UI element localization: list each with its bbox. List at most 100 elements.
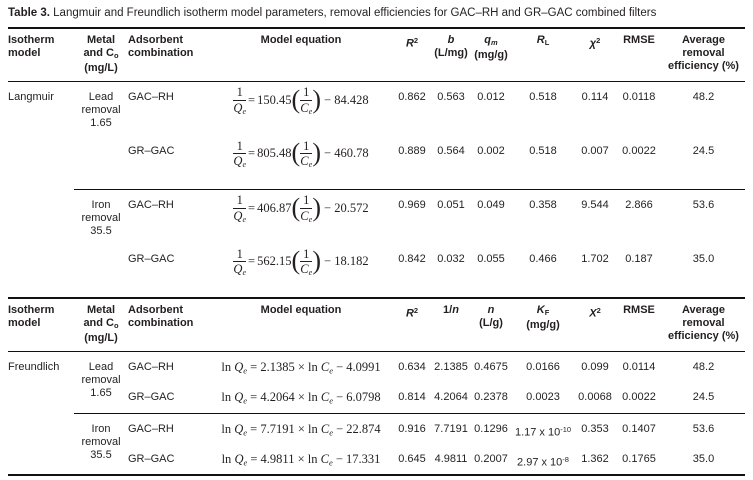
header-r-squared: R2 <box>392 298 432 352</box>
value-avg-removal: 24.5 <box>692 144 715 157</box>
section-label-freundlich: Freundlich <box>8 360 60 373</box>
freundlich-equation: ln Qe = 2.1385 × ln Ce − 4.0991 <box>221 359 381 376</box>
adsorbent-cell: GR–GAC <box>128 453 175 466</box>
value-n: 0.2007 <box>474 453 508 466</box>
value-rmse: 0.187 <box>625 252 653 265</box>
metal-group-lead: Lead removal 1.65 <box>81 91 121 130</box>
value-r2: 0.916 <box>392 412 432 445</box>
header-avg-removal-efficiency: Average removal efficiency (%) <box>662 28 745 83</box>
value-qm: 0.012 <box>477 91 505 104</box>
header-qm-mgg: qm (mg/g) <box>470 28 512 83</box>
header-isotherm-model: Isotherm model <box>8 28 74 83</box>
table-row: Iron removal 35.5 GAC–RH ln Qe = 7.7191 × … <box>8 412 745 476</box>
header-chi-squared: χ2 <box>574 28 616 83</box>
table-row: Iron removal 35.5 GAC–RH 1 Qe = 406.87(1 Ce) − … <box>8 189 745 298</box>
value-qm: 0.002 <box>477 144 505 157</box>
table-row: Freundlich Lead removal 1.65 GAC–RH ln Qe … <box>8 351 745 399</box>
metal-group-lead: Lead removal 1.65 <box>81 360 121 399</box>
header-x-squared: X2 <box>574 298 616 352</box>
close-paren: ) <box>312 246 322 276</box>
value-chi2: 0.007 <box>581 144 609 157</box>
value-x2: 1.362 <box>581 453 609 466</box>
adsorbent-cell: GR–GAC <box>128 391 175 404</box>
adsorbent-cell: GAC–RH <box>128 360 174 373</box>
value-avg-removal: 53.6 <box>662 189 745 244</box>
adsorbent-cell: GR–GAC <box>128 144 175 157</box>
value-n: 0.1296 <box>470 412 512 445</box>
value-x2: 0.353 <box>574 412 616 445</box>
value-chi2: 0.114 <box>581 91 609 104</box>
adsorbent-cell: GAC–RH <box>128 189 210 244</box>
value-n: 0.4675 <box>474 360 508 373</box>
value-r2: 0.862 <box>398 91 426 104</box>
langmuir-equation: 1 Qe = 406.87(1 Ce) − 20.572 <box>233 192 369 224</box>
table-row: GR–GAC ln Qe = 4.9811 × ln Ce − 17.331 0… <box>8 444 745 475</box>
langmuir-header-row: Isotherm model Metal and Co (mg/L) Adsorben… <box>8 28 745 83</box>
model-equation-cell: 1 Qe = 805.48(1 Ce) − 460.78 <box>210 136 392 190</box>
value-rmse: 0.0118 <box>622 91 656 104</box>
value-x2: 0.0068 <box>578 391 612 404</box>
langmuir-equation: 1 Qe = 805.48(1 Ce) − 460.78 <box>233 138 369 170</box>
adsorbent-cell: GAC–RH <box>128 91 174 104</box>
freundlich-equation: ln Qe = 7.7191 × ln Ce − 22.874 <box>210 412 392 445</box>
value-rmse: 0.1765 <box>622 453 656 466</box>
value-qm: 0.055 <box>477 252 505 265</box>
value-rl: 0.518 <box>529 144 557 157</box>
value-rl: 0.466 <box>529 252 557 265</box>
header-kf-mgg: KF (mg/g) <box>512 298 574 352</box>
table-row: Langmuir Lead removal 1.65 GAC–RH 1 Qe = 150.… <box>8 82 745 136</box>
fraction-1-over-qe: 1 Qe <box>233 138 246 170</box>
value-avg-removal: 24.5 <box>692 391 715 404</box>
langmuir-table: Isotherm model Metal and Co (mg/L) Adsorben… <box>8 27 745 299</box>
table-title: Table 3. Langmuir and Freundlich isother… <box>8 6 745 20</box>
section-label-langmuir: Langmuir <box>8 91 54 104</box>
freundlich-equation: ln Qe = 4.9811 × ln Ce − 17.331 <box>221 452 381 468</box>
value-avg-removal: 35.0 <box>692 453 715 466</box>
value-r2: 0.842 <box>398 252 426 265</box>
value-avg-removal: 35.0 <box>692 252 715 265</box>
open-paren: ( <box>291 138 301 168</box>
table-row: GR–GAC 1 Qe = 805.48(1 Ce) − 460.78 0.889 0.5… <box>8 136 745 190</box>
value-chi2: 1.702 <box>581 252 609 265</box>
header-adsorbent-combination: Adsorbent combination <box>128 298 210 352</box>
open-paren: ( <box>291 192 301 222</box>
value-rmse: 2.866 <box>616 189 662 244</box>
header-n-lg: n (L/g) <box>470 298 512 352</box>
header-metal-c0: Metal and Co (mg/L) <box>74 298 128 352</box>
value-b: 0.032 <box>437 252 465 265</box>
header-rmse: RMSE <box>616 298 662 352</box>
value-r2: 0.814 <box>398 391 426 404</box>
metal-group-iron: Iron removal 35.5 <box>74 412 128 476</box>
freundlich-table: Isotherm model Metal and Co (mg/L) Adsorben… <box>8 298 745 477</box>
fraction-1-over-ce: 1 Ce <box>300 193 313 224</box>
value-kf: 0.0023 <box>526 391 560 404</box>
value-r2: 0.634 <box>398 360 426 373</box>
value-n: 0.2378 <box>474 391 508 404</box>
value-rmse: 0.1407 <box>616 412 662 445</box>
value-kf: 0.0166 <box>526 360 560 373</box>
value-b: 0.051 <box>432 189 470 244</box>
value-x2: 0.099 <box>581 360 609 373</box>
value-avg-removal: 48.2 <box>692 360 715 373</box>
header-avg-removal-efficiency: Average removal efficiency (%) <box>662 298 745 352</box>
header-rl: RL <box>512 28 574 83</box>
value-chi2: 9.544 <box>574 189 616 244</box>
header-metal-c0: Metal and Co (mg/L) <box>74 28 128 83</box>
value-avg-removal: 53.6 <box>662 412 745 445</box>
freundlich-equation: ln Qe = 4.2064 × ln Ce − 6.0798 <box>221 390 381 406</box>
fraction-1-over-qe: 1 Qe <box>233 246 246 278</box>
value-rl: 0.518 <box>529 91 557 104</box>
value-r2: 0.969 <box>392 189 432 244</box>
header-model-equation: Model equation <box>210 28 392 83</box>
value-kf: 2.97 x 10-8 <box>517 455 569 469</box>
value-1-over-n: 7.7191 <box>432 412 470 445</box>
adsorbent-cell: GAC–RH <box>128 412 210 445</box>
value-rmse: 0.0022 <box>622 144 656 157</box>
value-rmse: 0.0022 <box>622 391 656 404</box>
model-equation-cell: 1 Qe = 406.87(1 Ce) − 20.572 <box>210 189 392 244</box>
value-avg-removal: 48.2 <box>692 91 715 104</box>
header-rmse: RMSE <box>616 28 662 83</box>
table-row: GR–GAC ln Qe = 4.2064 × ln Ce − 6.0798 0… <box>8 382 745 413</box>
header-isotherm-model: Isotherm model <box>8 298 74 352</box>
